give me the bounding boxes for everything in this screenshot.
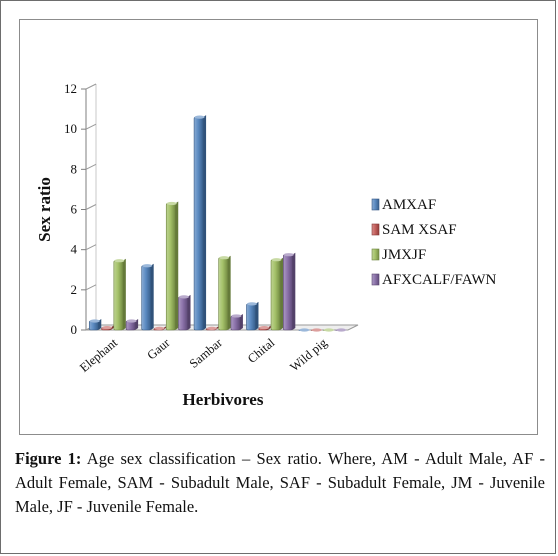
bar-top	[246, 302, 257, 306]
bar-top	[283, 253, 294, 257]
y-tick-label: 8	[71, 161, 78, 176]
bar	[246, 303, 256, 331]
legend-swatch	[371, 198, 380, 211]
bar-top	[271, 258, 282, 262]
legend-swatch	[371, 223, 380, 236]
bar-chart: 0 2 4 6 8 10 12 Elephant Gaur Sambar Chital Wild pi…	[35, 81, 497, 409]
bar	[113, 260, 124, 331]
x-category-label: Chital	[245, 335, 278, 366]
x-category-label: Elephant	[77, 335, 120, 375]
bar-side	[267, 325, 271, 330]
caption-label: Figure 1:	[15, 449, 82, 468]
bar-side	[110, 325, 114, 330]
bar-top	[299, 328, 310, 332]
bar-side	[203, 115, 207, 330]
bar-side	[292, 252, 296, 330]
bar-side	[255, 301, 259, 330]
bar-top	[102, 325, 113, 330]
y-tick-depth	[85, 83, 97, 90]
y-tick-label: 6	[71, 202, 78, 217]
y-tick-label: 4	[71, 242, 78, 257]
bar-side	[150, 263, 154, 330]
legend-label: SAM XSAF	[382, 222, 457, 238]
bar	[218, 257, 228, 331]
bar-top	[166, 201, 177, 206]
x-category-label: Gaur	[144, 335, 173, 362]
bar-top	[323, 328, 334, 332]
x-category-label: Sambar	[187, 335, 226, 371]
y-tick-depth	[85, 123, 97, 130]
x-axis-title: Herbivores	[183, 390, 264, 409]
bar	[270, 259, 281, 331]
bar-side	[280, 257, 284, 330]
y-tick-label: 0	[71, 322, 78, 337]
bar-top	[259, 325, 270, 330]
bar-top	[206, 326, 217, 330]
legend-label: AFXCALF/FAWN	[382, 272, 497, 288]
y-tick-depth	[85, 204, 97, 210]
caption-text: Age sex classification – Sex ratio. Wher…	[15, 449, 546, 516]
figure-caption: Figure 1: Age sex classification – Sex r…	[15, 447, 545, 519]
legend-label: JMXJF	[382, 247, 426, 263]
bar-top	[114, 259, 125, 263]
bar-side	[227, 255, 231, 330]
bar-top	[89, 319, 100, 323]
bar-side	[187, 294, 191, 330]
bar-side	[239, 313, 243, 330]
bar-side	[122, 258, 126, 330]
bar-top	[311, 328, 322, 332]
legend-label: AMXAF	[382, 197, 436, 213]
x-category-label: Wild pig	[287, 335, 330, 374]
bar-top	[126, 319, 137, 323]
bar-top	[154, 326, 165, 330]
y-tick-label: 12	[64, 81, 77, 96]
bar	[141, 265, 151, 331]
bar-top	[194, 115, 205, 119]
y-tick-label: 2	[71, 282, 78, 297]
bar-top	[219, 256, 230, 260]
bar-top	[142, 264, 153, 268]
bar	[165, 203, 176, 331]
y-tick-depth	[85, 284, 97, 291]
bar-top	[231, 314, 242, 318]
bar-top	[336, 328, 347, 332]
bar-top	[179, 295, 190, 299]
y-tick-depth	[85, 163, 97, 170]
y-tick-depth	[85, 244, 97, 251]
legend-swatch	[371, 248, 380, 261]
bar	[283, 254, 293, 331]
chart-container: 0 2 4 6 8 10 12 Elephant Gaur Sambar Chital Wild pi…	[19, 19, 538, 435]
bar	[193, 116, 204, 331]
y-tick-label: 10	[64, 121, 77, 136]
bar	[178, 296, 188, 331]
legend-swatch	[371, 273, 380, 286]
y-axis-title: Sex ratio	[35, 177, 54, 242]
bar-side	[175, 201, 179, 330]
bar	[230, 315, 241, 331]
